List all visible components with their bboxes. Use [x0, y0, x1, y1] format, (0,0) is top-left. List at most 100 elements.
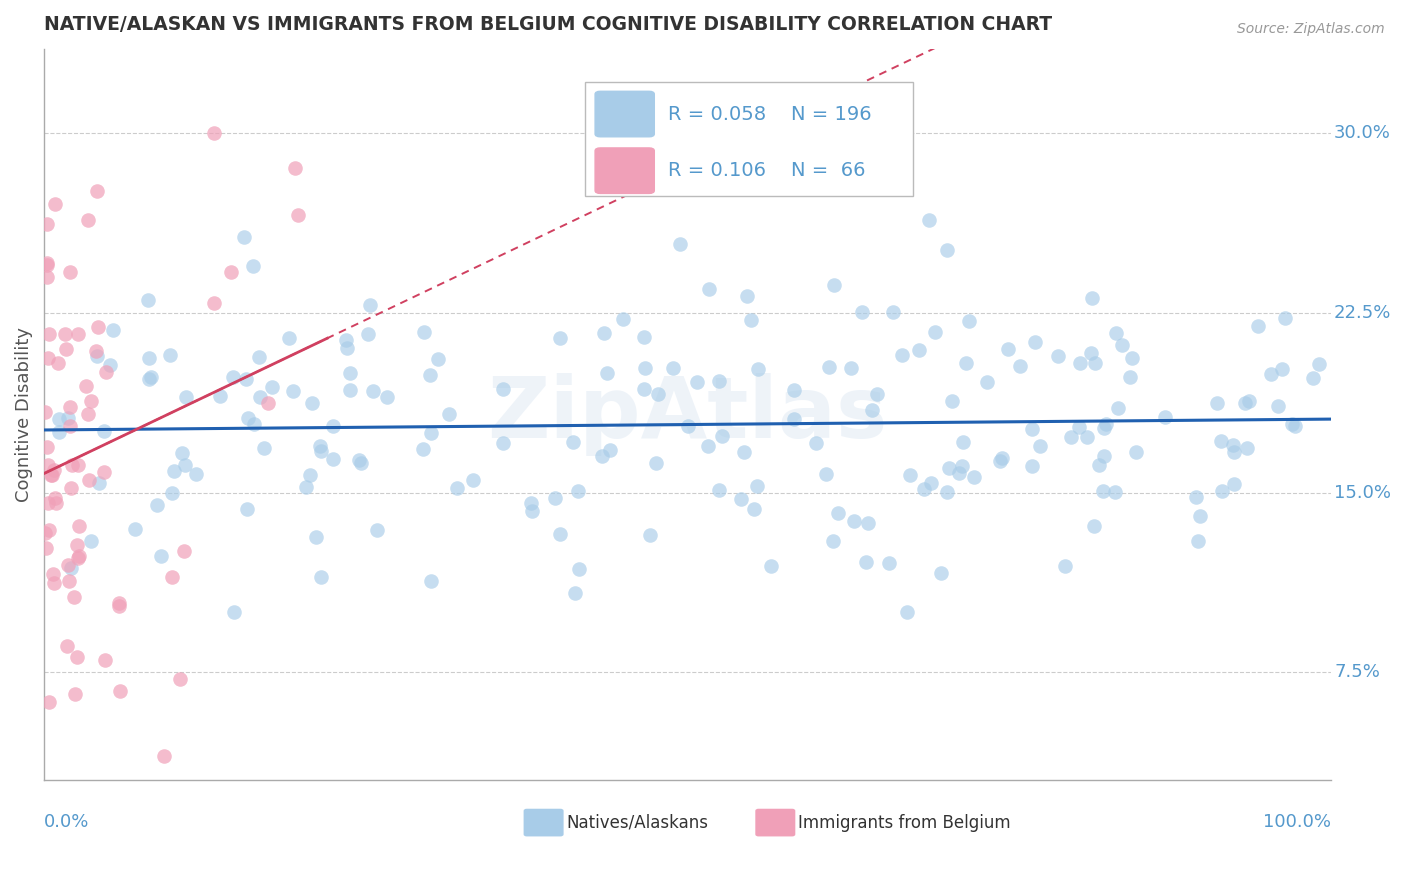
Point [419, 425, 441, 440]
Point [595, 367, 617, 381]
Point [839, 361, 862, 376]
Point [163, 464, 186, 478]
Point [366, 523, 388, 537]
Point [865, 386, 887, 401]
Point [60, 458, 83, 472]
Point [45, 496, 67, 510]
Text: 30.0%: 30.0% [1334, 124, 1391, 143]
Point [42, 567, 65, 582]
Text: 0.0%: 0.0% [44, 814, 90, 831]
Text: R = 0.058: R = 0.058 [668, 104, 766, 124]
Point [936, 244, 959, 258]
Point [446, 481, 468, 495]
Point [562, 434, 585, 449]
Point [304, 530, 326, 544]
Point [661, 360, 683, 375]
Point [634, 361, 657, 376]
Point [931, 566, 953, 580]
Point [48, 356, 70, 370]
Text: Immigrants from Belgium: Immigrants from Belgium [799, 814, 1011, 831]
Point [740, 313, 762, 327]
Point [1308, 357, 1330, 371]
Point [309, 439, 332, 453]
Point [735, 289, 758, 303]
Point [75, 378, 97, 392]
Y-axis label: Cognitive Disability: Cognitive Disability [15, 327, 32, 502]
Point [202, 126, 225, 140]
Point [426, 351, 449, 366]
Point [707, 374, 730, 388]
Point [35, 270, 58, 285]
Text: R = 0.106: R = 0.106 [668, 161, 766, 180]
Point [145, 498, 167, 512]
Point [548, 526, 571, 541]
Point [336, 341, 359, 355]
Text: 15.0%: 15.0% [1334, 483, 1391, 501]
Point [59, 400, 82, 414]
Point [991, 450, 1014, 465]
Point [976, 375, 998, 389]
FancyBboxPatch shape [585, 82, 912, 195]
Point [761, 559, 783, 574]
Point [160, 486, 183, 500]
Point [592, 326, 614, 340]
Point [1111, 338, 1133, 352]
Point [309, 570, 332, 584]
Point [253, 441, 276, 455]
Text: 22.5%: 22.5% [1334, 304, 1392, 322]
Point [309, 444, 332, 458]
Point [65, 687, 87, 701]
Point [935, 484, 957, 499]
Point [1247, 319, 1270, 334]
Point [243, 417, 266, 431]
Point [709, 483, 731, 498]
Point [209, 389, 232, 403]
Point [350, 456, 373, 470]
Point [1206, 396, 1229, 410]
Point [492, 435, 515, 450]
FancyBboxPatch shape [595, 148, 654, 194]
Point [1267, 399, 1289, 413]
Point [1053, 558, 1076, 573]
Point [941, 394, 963, 409]
Point [42, 575, 65, 590]
Point [567, 483, 589, 498]
Point [335, 333, 357, 347]
Point [1281, 417, 1303, 431]
Point [678, 419, 700, 434]
Point [1187, 533, 1209, 548]
Point [638, 527, 661, 541]
Point [38, 326, 60, 341]
Point [1080, 346, 1102, 360]
Point [948, 466, 970, 480]
Point [1076, 430, 1098, 444]
Point [38, 523, 60, 537]
Point [153, 749, 176, 764]
Point [1189, 509, 1212, 524]
Point [295, 479, 318, 493]
Point [896, 606, 918, 620]
Text: 100.0%: 100.0% [1264, 814, 1331, 831]
Point [287, 209, 309, 223]
Point [918, 213, 941, 227]
Point [79, 473, 101, 487]
Point [898, 467, 921, 482]
Point [93, 424, 115, 438]
Point [375, 390, 398, 404]
Point [950, 459, 973, 474]
Point [66, 327, 89, 342]
Point [730, 491, 752, 506]
Point [988, 454, 1011, 468]
Point [882, 305, 904, 319]
Point [564, 585, 586, 599]
FancyBboxPatch shape [595, 91, 654, 136]
Point [1029, 439, 1052, 453]
Point [44, 196, 66, 211]
Point [463, 473, 485, 487]
Point [87, 319, 110, 334]
Point [202, 296, 225, 310]
Point [42, 462, 65, 476]
Point [236, 411, 259, 425]
Point [697, 282, 720, 296]
Point [35, 258, 58, 272]
